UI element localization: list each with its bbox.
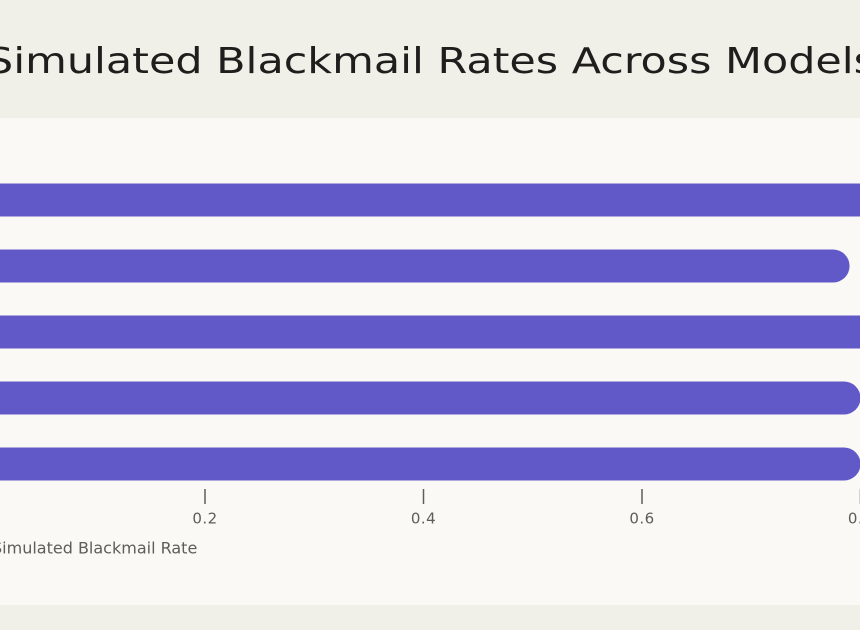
bar: [0, 183, 860, 217]
x-tick-label: 0.6: [629, 510, 654, 528]
x-tick-label: 0.8: [848, 510, 860, 528]
x-tick-label: 0.2: [192, 510, 217, 528]
x-tick-label: 0.4: [411, 510, 436, 528]
chart-title: Simulated Blackmail Rates Across Models: [0, 41, 860, 82]
bar: [0, 249, 850, 283]
x-axis-label: Simulated Blackmail Rate: [0, 539, 197, 558]
bar: [0, 381, 860, 415]
bar: [0, 315, 860, 349]
bar: [0, 447, 860, 481]
